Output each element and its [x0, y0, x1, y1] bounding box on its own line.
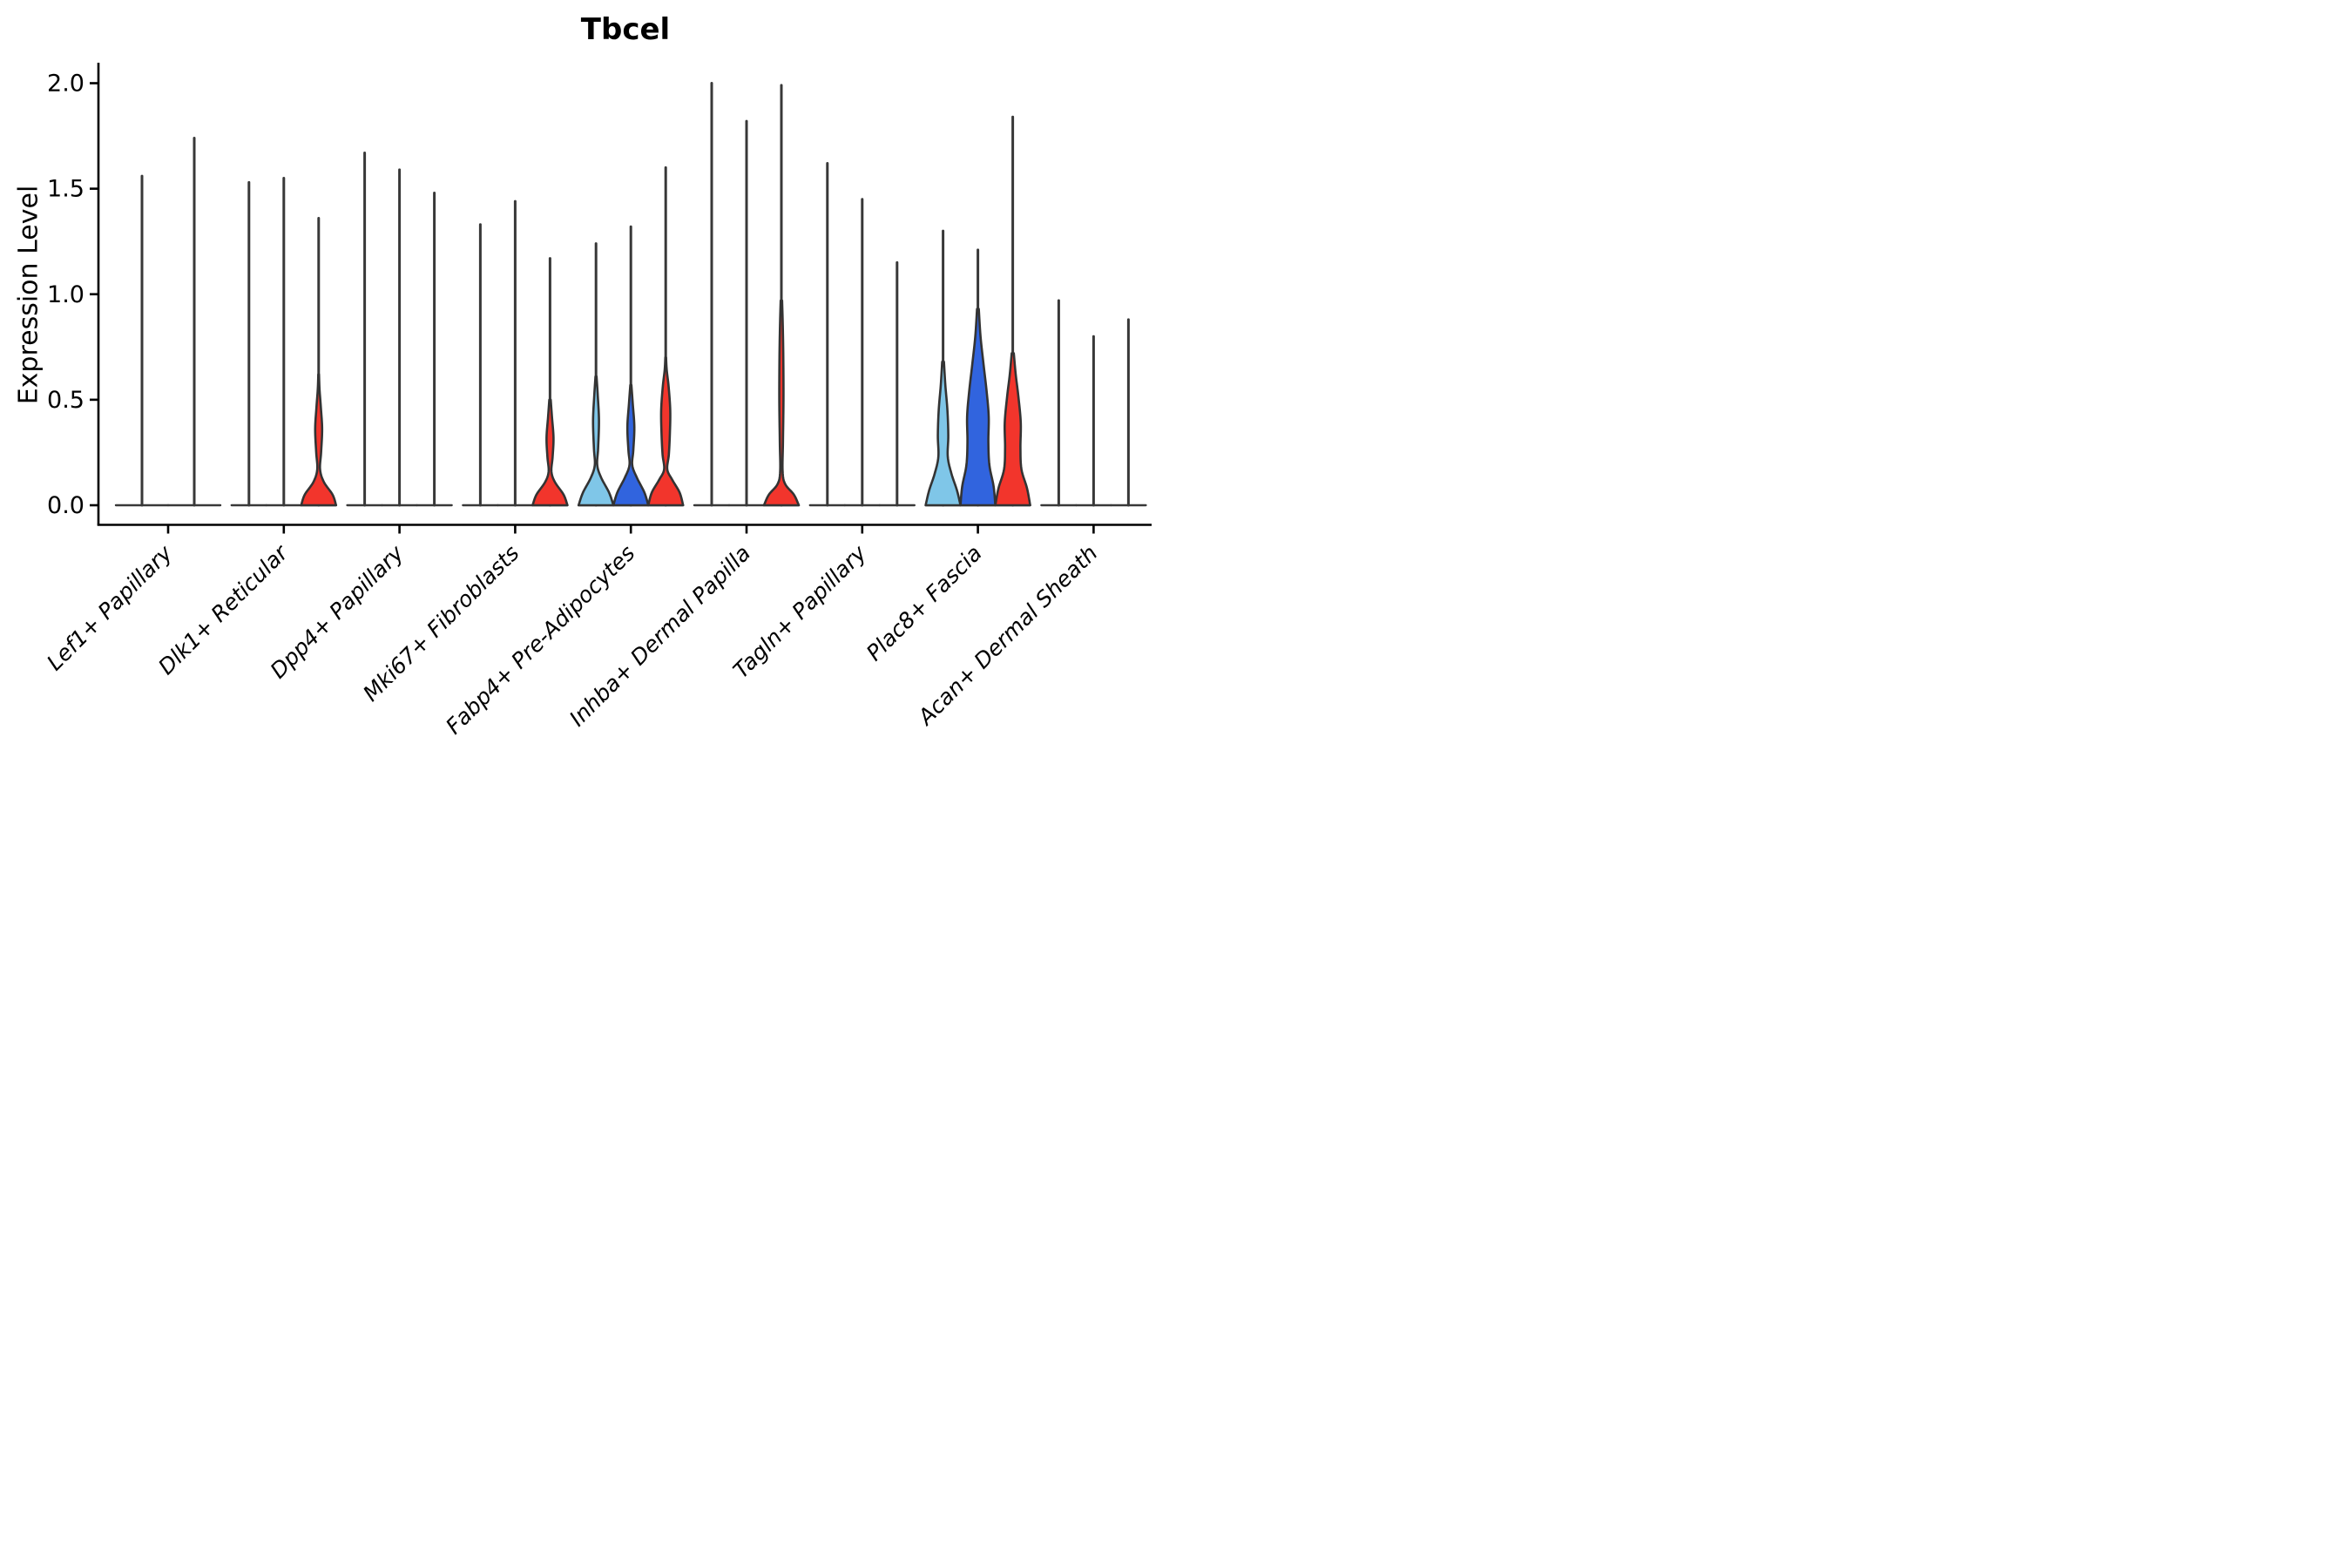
chart-title: Tbcel: [580, 12, 671, 47]
y-tick-label: 1.5: [47, 176, 84, 203]
violin-body-red: [646, 356, 685, 507]
violin-plot-figure: Tbcel Expression Level 0.0 0.5 1.0 1.5 2.0 Le…: [0, 0, 1176, 784]
violin-body-blue: [612, 383, 650, 507]
violin-body-lightblue: [577, 375, 615, 507]
x-tick-label: Plac8+ Fascia: [862, 540, 987, 666]
violin-body-lightblue: [924, 360, 962, 507]
y-axis-label: Expression Level: [13, 185, 44, 405]
violin-body-red: [762, 299, 801, 507]
y-tick-label: 0.5: [47, 387, 84, 414]
x-tick-label: Lef1+ Papillary: [42, 539, 178, 675]
violin-body-red: [300, 373, 338, 507]
violin-body-red: [531, 398, 569, 507]
y-tick-label: 2.0: [47, 71, 84, 98]
y-tick-label: 0.0: [47, 492, 84, 519]
violin-body-red: [994, 352, 1031, 507]
violin-body-blue: [959, 308, 997, 507]
x-tick-label: Fabp4+ Pre-Adipocytes: [441, 540, 639, 739]
y-tick-label: 1.0: [47, 281, 84, 308]
